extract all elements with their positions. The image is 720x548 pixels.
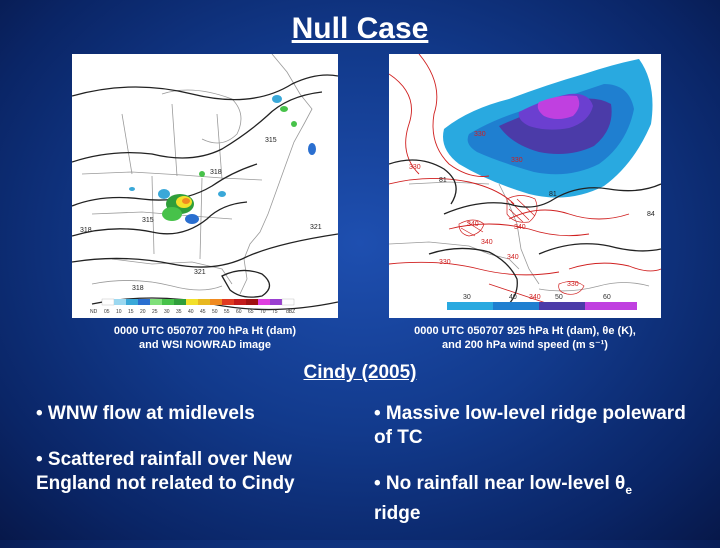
colorbar-label: 40 bbox=[509, 294, 517, 301]
contour-label: 330 bbox=[511, 157, 523, 164]
contour-label: 81 bbox=[439, 177, 447, 184]
colorbar-label: 30 bbox=[463, 294, 471, 301]
radar-height-map: 315 318 318 315 321 321 318 bbox=[72, 54, 338, 318]
bullet-item: • Scattered rainfall over New England no… bbox=[36, 449, 295, 494]
left-bullet-list: • WNW flow at midlevels • Scattered rain… bbox=[36, 402, 336, 518]
contour-label: 318 bbox=[132, 285, 144, 292]
contour-label: 340 bbox=[467, 221, 479, 228]
caption-line: 0000 UTC 050707 700 hPa Ht (dam) bbox=[113, 325, 297, 337]
contour-label: 315 bbox=[265, 137, 277, 144]
slide-title: Null Case bbox=[291, 12, 429, 45]
theta-subscript: e bbox=[625, 483, 633, 497]
legend-label: 20 bbox=[140, 309, 146, 315]
legend-label: 35 bbox=[176, 309, 182, 315]
case-subtitle: Cindy (2005) bbox=[303, 362, 417, 383]
legend-label: ND bbox=[90, 309, 98, 315]
contour-label: 318 bbox=[80, 227, 92, 234]
contour-label: 340 bbox=[507, 254, 519, 261]
caption-line: and WSI NOWRAD image bbox=[138, 339, 271, 351]
legend-label: 10 bbox=[116, 309, 122, 315]
bullet-item: • WNW flow at midlevels bbox=[36, 403, 255, 424]
caption-line: and 200 hPa wind speed (m s⁻¹) bbox=[442, 339, 608, 351]
legend-label: 60 bbox=[236, 309, 242, 315]
theta-e-wind-map: 330 330 330 340 340 340 340 330 330 340 … bbox=[389, 54, 661, 318]
bullet-item: • Massive low-level ridge poleward of TC bbox=[374, 403, 686, 448]
right-map-caption: 0000 UTC 050707 925 hPa Ht (dam), θe (K)… bbox=[389, 324, 661, 352]
legend-label: 55 bbox=[224, 309, 230, 315]
contour-label: 330 bbox=[474, 131, 486, 138]
contour-label: 315 bbox=[142, 217, 154, 224]
contour-label: 84 bbox=[647, 211, 655, 218]
contour-label: 340 bbox=[481, 239, 493, 246]
contour-label: 321 bbox=[310, 224, 322, 231]
contour-label: 330 bbox=[439, 259, 451, 266]
caption-line: 0000 UTC 050707 925 hPa Ht (dam), θe (K)… bbox=[414, 325, 636, 337]
legend-label: 25 bbox=[152, 309, 158, 315]
left-map-caption: 0000 UTC 050707 700 hPa Ht (dam) and WSI… bbox=[72, 324, 338, 352]
bullet-text: ridge bbox=[374, 503, 421, 524]
contour-label: 330 bbox=[567, 281, 579, 288]
legend-label: 65 bbox=[248, 309, 254, 315]
legend-label: dBZ bbox=[286, 309, 295, 315]
legend-label: 15 bbox=[128, 309, 134, 315]
legend-label: 05 bbox=[104, 309, 110, 315]
contour-label: 81 bbox=[549, 191, 557, 198]
contour-label: 321 bbox=[194, 269, 206, 276]
contour-label: 340 bbox=[529, 294, 541, 301]
contour-label: 330 bbox=[409, 164, 421, 171]
legend-label: 70 bbox=[260, 309, 266, 315]
contour-label: 340 bbox=[514, 224, 526, 231]
legend-label: 30 bbox=[164, 309, 170, 315]
legend-label: 50 bbox=[212, 309, 218, 315]
bullet-text: • No rainfall near low-level θ bbox=[374, 473, 626, 494]
right-bullet-list: • Massive low-level ridge poleward of TC… bbox=[374, 402, 694, 548]
colorbar-label: 60 bbox=[603, 294, 611, 301]
legend-label: 45 bbox=[200, 309, 206, 315]
colorbar-label: 50 bbox=[555, 294, 563, 301]
bullet-item: • No rainfall near low-level θe ridge bbox=[374, 472, 694, 526]
legend-label: 75 bbox=[272, 309, 278, 315]
contour-label: 318 bbox=[210, 169, 222, 176]
legend-label: 40 bbox=[188, 309, 194, 315]
